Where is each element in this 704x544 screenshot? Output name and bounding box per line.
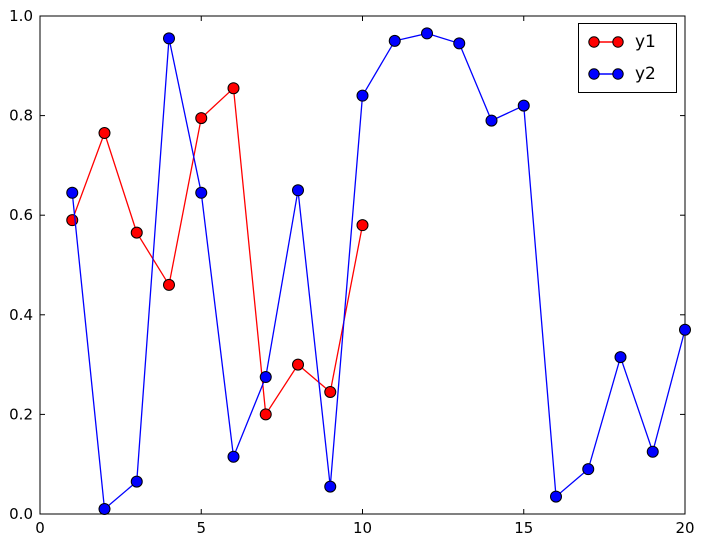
- data-point-y2: [163, 32, 175, 45]
- x-tick-label: 15: [514, 519, 533, 537]
- legend-line-marker-y2: [588, 68, 624, 80]
- data-point-y2: [485, 114, 498, 127]
- y-tick-label: 0.0: [9, 505, 33, 523]
- x-tick-label: 20: [675, 519, 694, 537]
- data-point-y2: [550, 490, 562, 503]
- data-point-y1: [259, 408, 272, 421]
- y-tick-label: 0.4: [9, 306, 33, 324]
- data-point-y2: [98, 503, 111, 516]
- data-point-y1: [130, 226, 143, 239]
- series-line-y1: [71, 86, 364, 417]
- data-point-y2: [259, 371, 272, 384]
- data-point-y2: [356, 89, 369, 102]
- data-point-y1: [292, 358, 304, 371]
- data-point-y2: [679, 323, 691, 336]
- x-tick-label: 0: [35, 519, 45, 537]
- data-point-y2: [130, 475, 143, 488]
- data-point-y2: [66, 186, 79, 199]
- data-point-y2: [227, 450, 240, 463]
- data-point-y1: [195, 112, 208, 125]
- x-tick-label: 5: [196, 519, 206, 537]
- legend-label-y2: y2: [635, 63, 656, 84]
- x-tick-label: 10: [353, 519, 372, 537]
- series-line-y2: [71, 32, 686, 511]
- data-point-y2: [453, 37, 466, 50]
- data-point-y2: [614, 351, 627, 364]
- data-point-y2: [292, 184, 304, 197]
- data-point-y2: [388, 34, 401, 47]
- data-point-y1: [324, 385, 337, 398]
- legend-entry-y2: y2: [587, 62, 668, 86]
- data-point-y2: [582, 463, 595, 476]
- data-point-y1: [163, 278, 175, 291]
- y-tick-label: 0.2: [9, 405, 33, 423]
- data-point-y1: [66, 214, 79, 227]
- data-point-y2: [421, 27, 433, 40]
- data-point-y2: [517, 99, 530, 112]
- data-point-y1: [356, 219, 369, 232]
- data-point-y2: [195, 186, 208, 199]
- legend-label-y1: y1: [635, 31, 656, 52]
- y-tick-label: 0.8: [9, 107, 33, 125]
- y-tick-label: 1.0: [9, 7, 33, 25]
- data-point-y1: [227, 82, 240, 95]
- data-point-y2: [646, 445, 659, 458]
- legend: y1 y2: [578, 23, 677, 93]
- legend-entry-y1: y1: [587, 30, 668, 54]
- y-tick-label: 0.6: [9, 206, 33, 224]
- data-point-y1: [98, 127, 111, 140]
- legend-line-marker-y1: [588, 36, 624, 48]
- data-point-y2: [324, 480, 337, 493]
